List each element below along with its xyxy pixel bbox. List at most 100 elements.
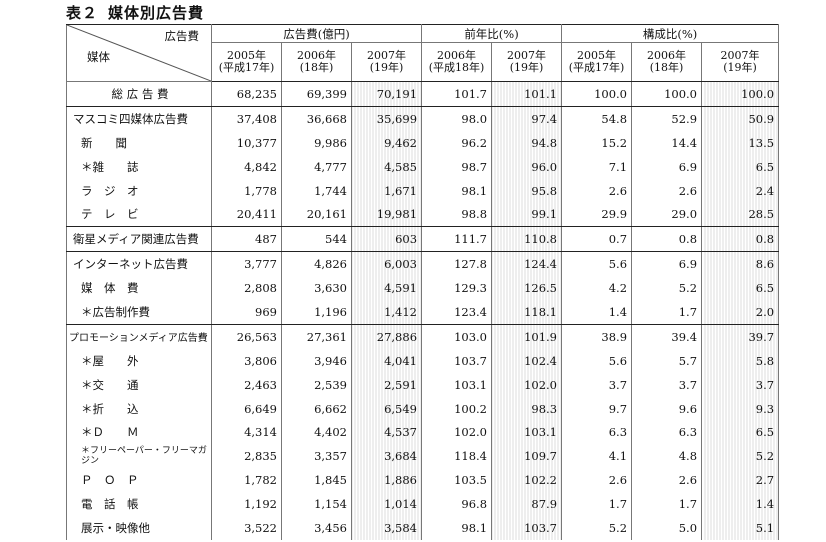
table-cell: 29.9 <box>561 202 633 228</box>
year-header-cell: 2007年 (19年) <box>350 42 423 82</box>
year-header-year: 2007年 <box>367 49 406 62</box>
table-cell: 96.8 <box>421 492 493 517</box>
year-header-cell: 2005年 (平成17年) <box>211 42 282 82</box>
table-cell: 100.0 <box>631 81 703 107</box>
year-header-cell: 2007年 (19年) <box>701 42 780 82</box>
table-cell: 487 <box>211 226 282 253</box>
table-cell: 6,649 <box>211 396 282 421</box>
row-label: Ｐ Ｏ Ｐ <box>66 468 212 493</box>
table-cell: 98.3 <box>491 396 563 421</box>
row-label: ＊屋 外 <box>66 348 212 373</box>
table-cell: 94.8 <box>491 130 563 155</box>
row-label: ＊Ｄ Ｍ <box>66 420 212 445</box>
year-header-era: (平成17年) <box>218 61 275 74</box>
year-header-year: 2006年 <box>647 49 687 62</box>
table-cell: 5.6 <box>561 251 633 277</box>
table-cell: 0.8 <box>631 226 703 253</box>
table-cell: 1,154 <box>281 492 352 517</box>
year-header-era: (19年) <box>723 61 757 74</box>
table-cell: 1.7 <box>631 300 703 325</box>
table-cell: 4,777 <box>281 154 352 179</box>
table-cell: 6,662 <box>281 396 352 421</box>
table-heading: 媒体別広告費 <box>108 4 205 22</box>
table-cell: 39.7 <box>701 324 780 349</box>
table-cell: 102.4 <box>491 348 563 373</box>
table-cell: 96.0 <box>491 154 563 179</box>
row-label: プロモーションメディア広告費 <box>66 324 212 349</box>
year-header-era: (18年) <box>299 61 334 74</box>
table-cell: 2.4 <box>701 178 780 203</box>
row-label: テ レ ビ <box>66 202 212 228</box>
table-cell: 100.2 <box>421 396 493 421</box>
table-cell: 103.5 <box>421 468 493 493</box>
table-cell: 2.6 <box>561 178 633 203</box>
table-cell: 1,192 <box>211 492 282 517</box>
table-cell: 35,699 <box>350 106 423 131</box>
row-label: 総 広 告 費 <box>66 81 212 107</box>
year-header-year: 2007年 <box>507 49 547 62</box>
table-row: Ｐ Ｏ Ｐ 1,782 1,845 1,886 103.5 102.2 2.6 2.6 2.7 <box>66 468 780 493</box>
table-cell: 19,981 <box>350 202 423 228</box>
table-cell: 2,835 <box>211 444 282 469</box>
ad-expenditure-table: 広告費 媒体 広告費(億円) 前年比(%) 構成比(%) 2005年 (平成17年… <box>66 24 780 540</box>
table-cell: 9,986 <box>281 130 352 155</box>
table-cell: 3,456 <box>281 516 352 540</box>
table-cell: 544 <box>281 226 352 253</box>
table-cell: 5.6 <box>561 348 633 373</box>
row-label: 電 話 帳 <box>66 492 212 517</box>
table-cell: 39.4 <box>631 324 703 349</box>
table-cell: 2.6 <box>561 468 633 493</box>
year-header-cell: 2006年 (18年) <box>281 42 352 82</box>
table-cell: 97.4 <box>491 106 563 131</box>
table-cell: 129.3 <box>421 276 493 301</box>
table-cell: 5.0 <box>631 516 703 540</box>
year-header-year: 2005年 <box>577 49 617 62</box>
table-cell: 6.3 <box>631 420 703 445</box>
table-cell: 37,408 <box>211 106 282 131</box>
table-cell: 3.7 <box>701 372 780 397</box>
table-row: プロモーションメディア広告費 26,563 27,361 27,886 103.0 101… <box>66 324 780 349</box>
header-row-groups: 広告費 媒体 広告費(億円) 前年比(%) 構成比(%) <box>66 24 780 82</box>
table-cell: 20,161 <box>281 202 352 228</box>
table-cell: 1,886 <box>350 468 423 493</box>
table-cell: 1,412 <box>350 300 423 325</box>
year-header-era: (18年) <box>649 61 684 74</box>
table-cell: 5.2 <box>561 516 633 540</box>
table-cell: 102.2 <box>491 468 563 493</box>
table-cell: 36,668 <box>281 106 352 131</box>
table-row: 媒 体 費 2,808 3,630 4,591 129.3 126.5 4.2 5.2 6.5 <box>66 276 780 301</box>
table-cell: 109.7 <box>491 444 563 469</box>
table-cell: 0.7 <box>561 226 633 253</box>
table-cell: 102.0 <box>421 420 493 445</box>
table-cell: 10,377 <box>211 130 282 155</box>
table-row: ＊Ｄ Ｍ 4,314 4,402 4,537 102.0 103.1 6.3 6.3 6.5 <box>66 420 780 445</box>
table-cell: 123.4 <box>421 300 493 325</box>
table-cell: 118.4 <box>421 444 493 469</box>
table-cell: 6.5 <box>701 420 780 445</box>
table-cell: 6.5 <box>701 154 780 179</box>
table-row: インターネット広告費 3,777 4,826 6,003 127.8 124.4 5.6 6.… <box>66 251 780 277</box>
table-cell: 50.9 <box>701 106 780 131</box>
table-cell: 3,777 <box>211 251 282 277</box>
table-cell: 98.7 <box>421 154 493 179</box>
row-label: 展示・映像他 <box>66 516 212 540</box>
row-label: マスコミ四媒体広告費 <box>66 106 212 131</box>
table-cell: 2,463 <box>211 372 282 397</box>
table-cell: 6,549 <box>350 396 423 421</box>
table-cell: 4,537 <box>350 420 423 445</box>
year-header-year: 2007年 <box>720 49 760 62</box>
table-cell: 6.9 <box>631 154 703 179</box>
year-header-year: 2006年 <box>297 49 336 62</box>
table-cell: 118.1 <box>491 300 563 325</box>
row-label: ＊交 通 <box>66 372 212 397</box>
row-label: 新 聞 <box>66 130 212 155</box>
table-cell: 2.6 <box>631 468 703 493</box>
table-row: 新 聞 10,377 9,986 9,462 96.2 94.8 15.2 14.4 13.5 <box>66 130 780 155</box>
table-cell: 20,411 <box>211 202 282 228</box>
table-cell: 110.8 <box>491 226 563 253</box>
table-cell: 1.4 <box>561 300 633 325</box>
table-row: 電 話 帳 1,192 1,154 1,014 96.8 87.9 1.7 1.7 1.4 <box>66 492 780 517</box>
table-cell: 3,584 <box>350 516 423 540</box>
table-row: ＊広告制作費 969 1,196 1,412 123.4 118.1 1.4 1.7 2.0 <box>66 300 780 325</box>
table-cell: 2,539 <box>281 372 352 397</box>
